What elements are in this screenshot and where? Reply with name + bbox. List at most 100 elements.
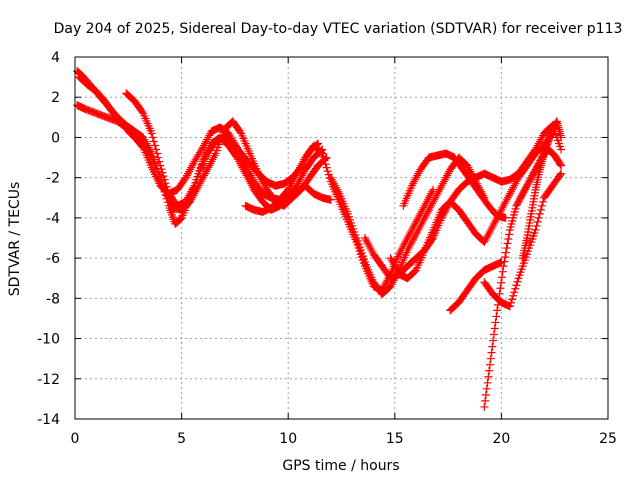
data-point bbox=[254, 169, 263, 178]
data-point bbox=[556, 171, 565, 180]
data-point bbox=[421, 211, 430, 220]
data-point bbox=[208, 155, 217, 164]
data-point bbox=[483, 231, 492, 240]
data-marks bbox=[73, 67, 566, 411]
data-point bbox=[327, 175, 336, 184]
data-point bbox=[486, 225, 495, 234]
data-point bbox=[412, 173, 421, 182]
data-point bbox=[328, 177, 337, 186]
data-point bbox=[240, 167, 249, 176]
data-point bbox=[557, 161, 566, 170]
data-point bbox=[199, 171, 208, 180]
data-point bbox=[239, 165, 248, 174]
data-point bbox=[236, 127, 245, 136]
data-point bbox=[491, 318, 500, 327]
data-point bbox=[487, 223, 496, 232]
data-point bbox=[423, 207, 432, 216]
data-point bbox=[285, 183, 294, 192]
data-point bbox=[291, 171, 300, 180]
data-point bbox=[489, 219, 498, 228]
data-point bbox=[187, 163, 196, 172]
y-tick-label: -10 bbox=[37, 332, 60, 348]
data-point bbox=[537, 201, 546, 210]
data-point bbox=[321, 160, 330, 169]
data-point bbox=[186, 165, 195, 174]
x-tick-label: 20 bbox=[492, 431, 510, 447]
data-point bbox=[505, 189, 514, 198]
data-point bbox=[463, 161, 472, 170]
data-point bbox=[183, 193, 192, 202]
data-point bbox=[490, 324, 499, 333]
data-point bbox=[286, 181, 295, 190]
data-point bbox=[198, 173, 207, 182]
data-point bbox=[404, 244, 413, 253]
data-point bbox=[146, 151, 155, 160]
data-point bbox=[148, 155, 157, 164]
data-point bbox=[498, 203, 507, 212]
data-point bbox=[509, 183, 518, 192]
data-point bbox=[231, 141, 240, 150]
data-point bbox=[493, 306, 502, 315]
data-point bbox=[176, 214, 185, 223]
data-point bbox=[186, 189, 195, 198]
data-point bbox=[320, 156, 329, 165]
data-point bbox=[407, 181, 416, 190]
data-point bbox=[241, 169, 250, 178]
series-track-13 bbox=[518, 117, 566, 263]
data-point bbox=[503, 239, 512, 248]
data-point bbox=[145, 149, 154, 158]
data-point bbox=[505, 302, 514, 311]
data-point bbox=[155, 157, 164, 166]
data-point bbox=[408, 236, 417, 245]
data-point bbox=[234, 155, 243, 164]
data-point bbox=[485, 360, 494, 369]
y-tick-label: 0 bbox=[51, 130, 60, 146]
data-point bbox=[295, 163, 304, 172]
data-point bbox=[284, 185, 293, 194]
data-point bbox=[500, 257, 509, 266]
data-point bbox=[205, 131, 214, 140]
data-point bbox=[259, 179, 268, 188]
data-point bbox=[158, 168, 167, 177]
data-point bbox=[535, 209, 544, 218]
data-point bbox=[207, 157, 216, 166]
data-point bbox=[181, 173, 190, 182]
data-point bbox=[188, 185, 197, 194]
x-tick-label: 25 bbox=[599, 431, 617, 447]
data-point bbox=[363, 238, 372, 247]
data-point bbox=[182, 195, 191, 204]
data-point bbox=[386, 254, 395, 263]
data-point bbox=[489, 330, 498, 339]
data-point bbox=[332, 183, 341, 192]
data-point bbox=[483, 378, 492, 387]
data-point bbox=[298, 159, 307, 168]
data-point bbox=[411, 231, 420, 240]
data-point bbox=[430, 195, 439, 204]
data-point bbox=[182, 171, 191, 180]
x-axis-label: GPS time / hours bbox=[282, 458, 399, 474]
data-point bbox=[532, 221, 541, 230]
data-point bbox=[293, 167, 302, 176]
y-tick-label: -12 bbox=[37, 372, 60, 388]
data-point bbox=[487, 348, 496, 357]
data-point bbox=[501, 213, 510, 222]
data-point bbox=[488, 221, 497, 230]
data-point bbox=[504, 191, 513, 200]
data-point bbox=[428, 199, 437, 208]
x-tick-label: 10 bbox=[279, 431, 297, 447]
data-point bbox=[318, 149, 327, 158]
data-point bbox=[162, 182, 171, 191]
data-point bbox=[480, 402, 489, 411]
series-track-3 bbox=[75, 73, 331, 214]
x-tick-label: 0 bbox=[71, 431, 80, 447]
data-point bbox=[414, 225, 423, 234]
data-point bbox=[444, 169, 453, 178]
data-point bbox=[501, 197, 510, 206]
y-axis-label: SDTVAR / TECUs bbox=[7, 182, 23, 297]
data-point bbox=[150, 159, 159, 168]
data-point bbox=[390, 262, 399, 271]
data-point bbox=[557, 169, 566, 178]
data-point bbox=[233, 153, 242, 162]
data-point bbox=[497, 273, 506, 282]
